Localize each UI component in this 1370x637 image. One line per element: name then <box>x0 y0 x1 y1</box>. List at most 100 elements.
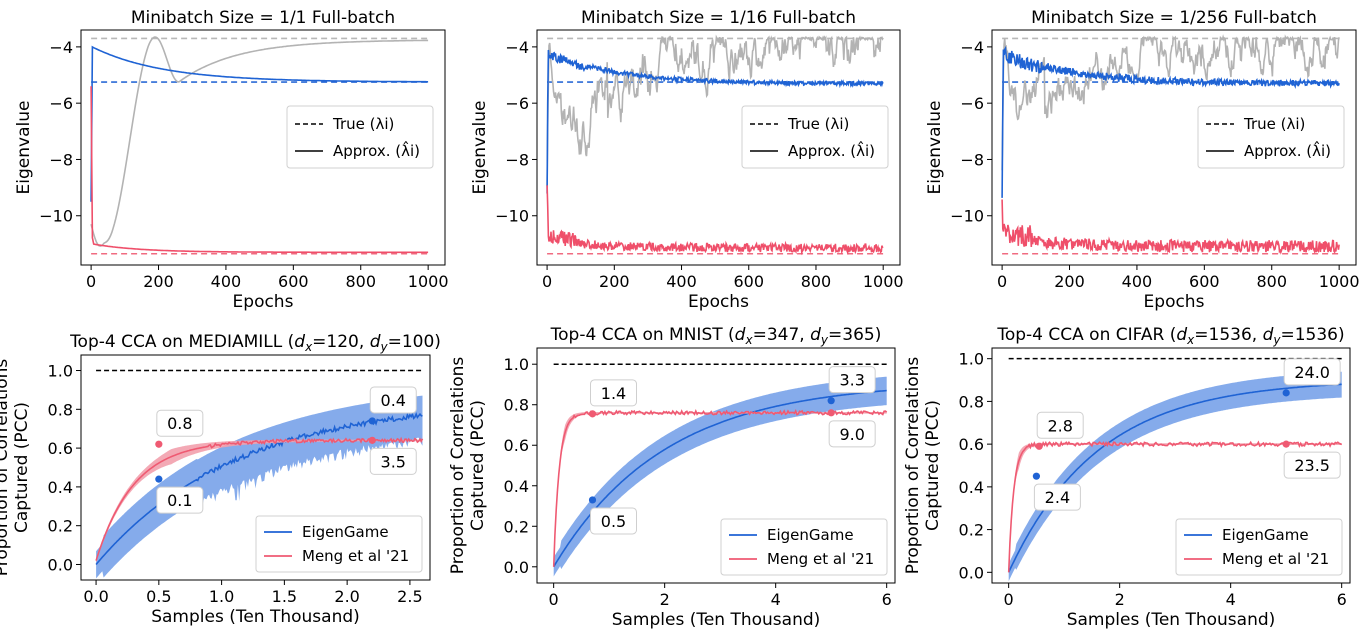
legend-box <box>286 105 434 169</box>
y-tick-label: −6 <box>505 94 529 113</box>
title-prefix: Top-4 CCA on MEDIAMILL ( <box>69 332 294 352</box>
y-axis-label-line1: Proportion of Correlations <box>0 359 12 577</box>
x-tick-label: 1000 <box>1319 272 1360 291</box>
legend-eigengame-label: EigenGame <box>767 526 854 544</box>
legend-meng-label: Meng et al '21 <box>302 547 409 565</box>
legend: EigenGame Meng et al '21 <box>255 515 423 573</box>
plot-area <box>1001 34 1340 255</box>
y-tick-label: 1.0 <box>504 355 529 374</box>
annotation-box <box>828 366 876 394</box>
meng-marker <box>588 410 597 418</box>
annotation-label: 0.1 <box>167 491 192 510</box>
x-tick-label: 600 <box>278 272 309 291</box>
legend-true-label: True (λi) <box>787 115 849 133</box>
eigengame-marker <box>368 417 376 425</box>
y-tick-label: −4 <box>960 38 984 57</box>
y-tick-label: −10 <box>495 207 529 226</box>
gray-series-line <box>90 36 429 247</box>
cca-panel: Top-4 CCA on CIFAR (dx=1536, dy=1536)0 2 4… <box>903 325 1351 630</box>
legend-box <box>1175 518 1343 576</box>
y-tick-label: 0.8 <box>959 392 984 411</box>
plot-area <box>95 369 424 579</box>
legend-eigengame-label: EigenGame <box>1222 526 1309 544</box>
title-prefix: Top-4 CCA on CIFAR ( <box>996 325 1176 345</box>
title-dx-symbol: d <box>735 325 746 345</box>
x-tick-label: 400 <box>1122 272 1153 291</box>
annotation-label: 3.5 <box>381 452 406 471</box>
x-tick-label: 2.0 <box>334 587 359 606</box>
y-tick-label: −4 <box>49 38 73 57</box>
annotation-box <box>369 447 417 475</box>
x-tick-label: 800 <box>801 272 832 291</box>
eigengame-marker <box>588 496 597 504</box>
title-eq: = <box>828 325 842 345</box>
x-tick-label: 200 <box>1054 272 1085 291</box>
annotation-label: 9.0 <box>839 425 864 444</box>
x-tick-label: 1000 <box>408 272 449 291</box>
plot-frame <box>991 347 1351 584</box>
blue-series-line <box>546 49 884 194</box>
eigengame-line <box>553 389 887 568</box>
title-dx-sub: x <box>1186 333 1195 347</box>
gray-series-line <box>546 34 884 187</box>
x-tick-label: 0 <box>542 272 552 291</box>
y-tick-label: 0.0 <box>504 558 529 577</box>
panel-title: Top-4 CCA on MEDIAMILL (dx=120, dy=100) <box>69 332 441 354</box>
y-axis-label-line1: Proportion of Correlations <box>903 357 923 575</box>
x-tick-label: 2 <box>1115 590 1125 609</box>
annotation-box <box>1283 358 1341 386</box>
legend: True (λi) Approx. (λ̂i) <box>741 105 889 169</box>
x-tick-label: 600 <box>1189 272 1220 291</box>
y-tick-label: 0.6 <box>959 435 984 454</box>
y-tick-label: 0.0 <box>48 555 73 574</box>
y-tick-label: 0.2 <box>504 517 529 536</box>
title-dy-symbol: d <box>1263 325 1274 345</box>
annotation: 3.5 <box>369 447 417 475</box>
title-dy-symbol: d <box>810 325 821 345</box>
y-tick-label: 0.0 <box>959 563 984 582</box>
legend: True (λi) Approx. (λ̂i) <box>286 105 434 169</box>
y-tick-label: 1.0 <box>959 350 984 369</box>
eigengame-marker <box>827 397 835 405</box>
plot-area <box>546 34 884 256</box>
annotation-label: 23.5 <box>1294 456 1330 475</box>
annotation: 3.3 <box>828 366 876 394</box>
title-dx-symbol: d <box>1176 325 1187 345</box>
x-tick-label: 2 <box>660 590 670 609</box>
title-dy-value: 365 <box>842 325 874 345</box>
x-axis-label: Samples (Ten Thousand) <box>151 607 360 627</box>
title-sep: , <box>359 332 370 352</box>
y-axis-label: Eigenvalue <box>470 101 490 195</box>
x-tick-label: 0.0 <box>83 587 108 606</box>
title-dy-value: 100 <box>402 332 434 352</box>
meng-marker <box>1035 442 1043 450</box>
annotation: 9.0 <box>828 420 876 448</box>
x-axis-label: Samples (Ten Thousand) <box>612 610 821 630</box>
legend-meng-label: Meng et al '21 <box>767 550 874 568</box>
x-tick-label: 400 <box>666 272 697 291</box>
legend-box <box>1197 105 1345 169</box>
annotation-label: 0.4 <box>381 391 406 410</box>
panel-title: Top-4 CCA on CIFAR (dx=1536, dy=1536) <box>996 325 1344 347</box>
annotation-label: 2.8 <box>1047 416 1072 435</box>
title-dx-value: 1536 <box>1209 325 1252 345</box>
eigengame-band <box>1008 371 1342 582</box>
title-eq: = <box>753 325 767 345</box>
legend-eigengame-label: EigenGame <box>302 523 389 541</box>
meng-marker <box>827 409 835 417</box>
title-sep: , <box>1252 325 1263 345</box>
x-tick-label: 4 <box>771 590 781 609</box>
x-tick-label: 1.0 <box>209 587 234 606</box>
annotation-label: 0.5 <box>601 512 626 531</box>
y-axis-label: Eigenvalue <box>925 101 945 195</box>
title-dy-sub: y <box>820 333 829 347</box>
panel-title: Minibatch Size = 1/256 Full-batch <box>1031 8 1317 28</box>
title-eq: = <box>1280 325 1294 345</box>
plot-frame <box>80 354 431 581</box>
x-tick-label: 0 <box>86 272 96 291</box>
red-series-line <box>1001 199 1340 255</box>
y-tick-label: −6 <box>960 94 984 113</box>
legend-approx-label: Approx. (λ̂i) <box>788 140 875 160</box>
annotation-box <box>590 507 638 535</box>
panel-title: Minibatch Size = 1/1 Full-batch <box>131 8 395 28</box>
